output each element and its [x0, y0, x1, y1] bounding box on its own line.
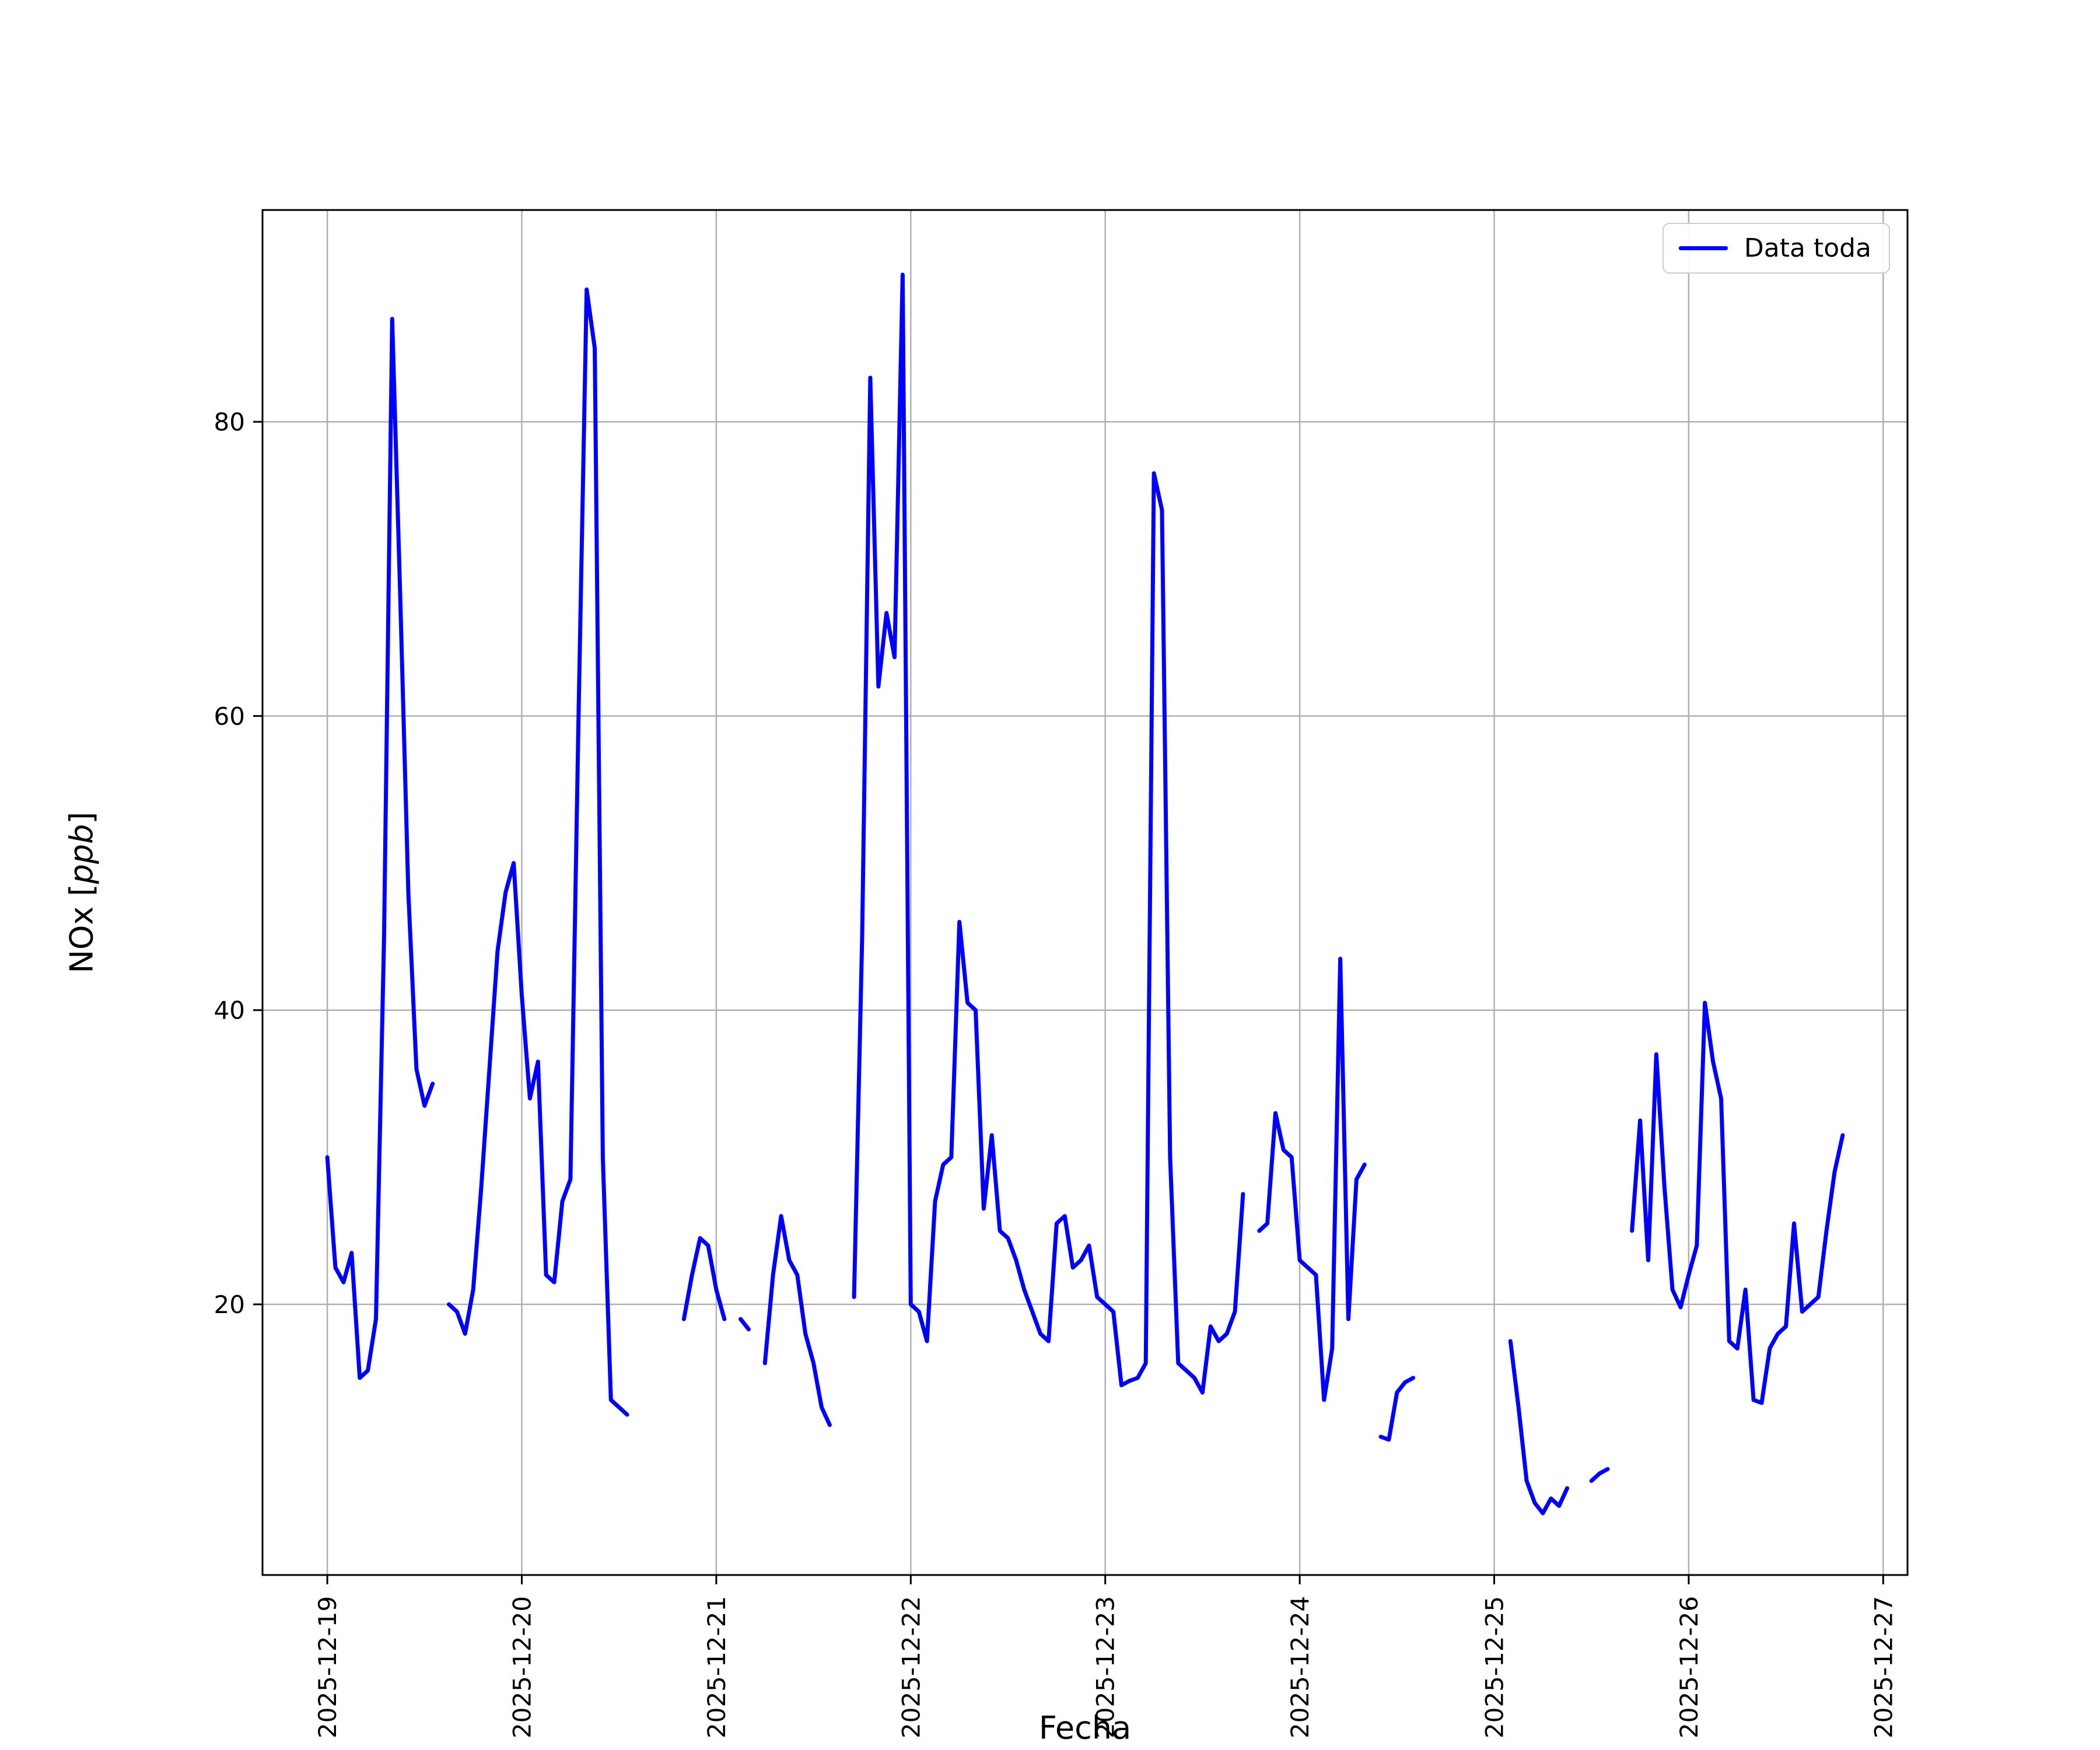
data-line-data-toda [325, 272, 1845, 1516]
y-tick-label: 40 [214, 996, 245, 1025]
y-tick-label: 60 [214, 702, 245, 730]
legend-entry-label: Data toda [1744, 233, 1871, 263]
x-tick-label: 2025-12-24 [1286, 1596, 1314, 1738]
y-tick-label: 80 [214, 408, 245, 436]
x-tick-label: 2025-12-20 [508, 1596, 537, 1738]
x-tick-label: 2025-12-27 [1869, 1596, 1898, 1738]
x-tick-label: 2025-12-26 [1675, 1596, 1703, 1738]
legend: Data toda [1662, 223, 1890, 274]
x-tick-label: 2025-12-21 [702, 1596, 731, 1738]
x-tick-label: 2025-12-25 [1480, 1596, 1509, 1738]
y-axis-label-unit: ppb [63, 824, 100, 884]
x-tick-label: 2025-12-23 [1091, 1596, 1120, 1738]
y-axis-label-prefix: NOx [ [63, 884, 100, 974]
y-axis-label: NOx [ppb] [64, 811, 100, 973]
axes-frame [261, 209, 1909, 1576]
x-axis-label: Fecha [1038, 1709, 1132, 1746]
axes-background [262, 210, 1908, 1575]
x-tick-label: 2025-12-22 [897, 1596, 925, 1738]
legend-line-sample [1678, 246, 1728, 250]
x-tick-label: 2025-12-19 [313, 1596, 342, 1738]
y-tick-label: 20 [214, 1290, 245, 1319]
y-axis-label-suffix: ] [63, 811, 100, 824]
